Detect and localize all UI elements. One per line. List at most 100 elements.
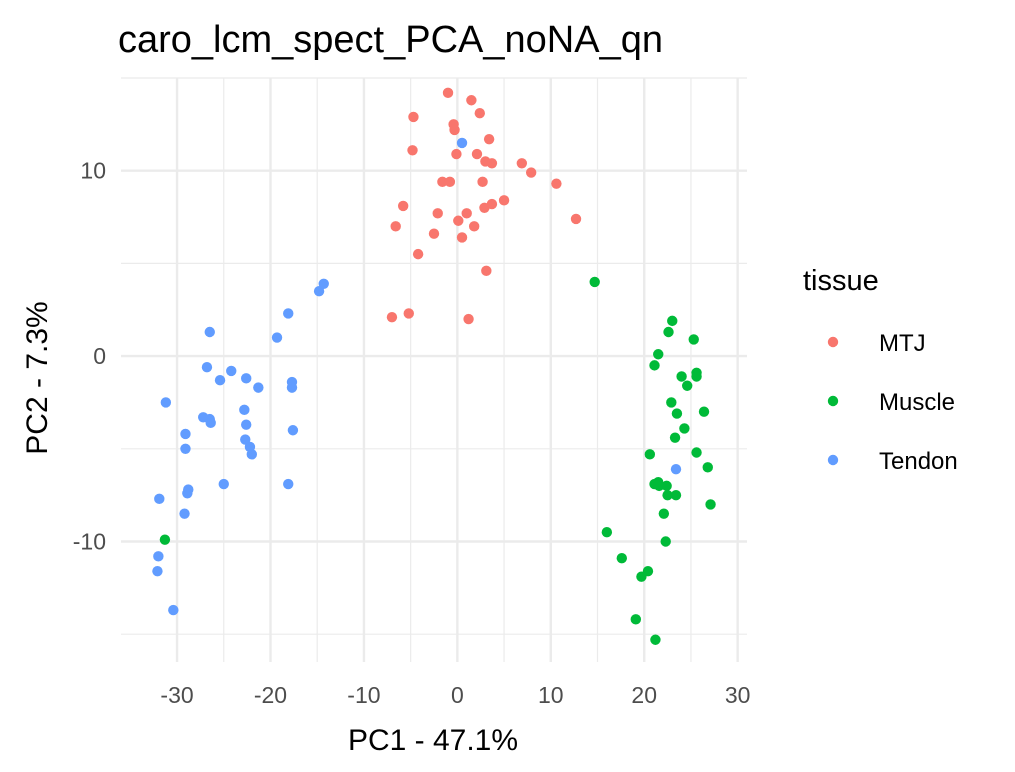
x-tick-label: 0 [451, 682, 464, 708]
point-tendon [239, 404, 250, 416]
point-muscle [670, 489, 682, 501]
point-mtj [483, 133, 495, 145]
point-tendon [286, 382, 298, 393]
point-tendon [201, 362, 213, 373]
point-mtj [444, 176, 456, 188]
legend-label-muscle: Muscle [879, 389, 955, 416]
point-tendon [283, 478, 294, 490]
point-tendon [153, 551, 164, 562]
point-muscle [601, 527, 613, 538]
point-tendon [670, 463, 682, 475]
x-tick-label: -20 [254, 682, 287, 708]
x-tick-label: -10 [347, 682, 380, 708]
point-tendon [179, 508, 190, 519]
legend-key-mtj [827, 336, 839, 348]
legend-key-tendon [827, 454, 839, 466]
point-tendon [218, 478, 229, 490]
point-muscle [705, 499, 716, 510]
point-mtj [451, 148, 462, 160]
point-muscle [653, 476, 664, 488]
point-muscle [159, 534, 171, 545]
point-tendon [226, 365, 237, 377]
legend-label-tendon: Tendon [879, 448, 958, 475]
point-mtj [481, 265, 492, 277]
data-points [152, 87, 716, 645]
x-tick-label: 20 [631, 682, 657, 708]
point-tendon [180, 428, 191, 440]
grid [121, 77, 747, 662]
point-tendon [283, 308, 294, 319]
x-tick-label: 30 [725, 682, 751, 708]
point-mtj [525, 167, 537, 178]
point-muscle [653, 349, 664, 360]
point-mtj [428, 228, 440, 239]
point-muscle [682, 380, 693, 391]
point-mtj [386, 311, 398, 323]
legend-title: tissue [803, 265, 879, 297]
point-tendon [287, 425, 299, 436]
point-muscle [649, 360, 660, 371]
point-tendon [240, 434, 251, 445]
y-axis-title: PC2 - 7.3% [21, 301, 54, 454]
point-muscle [667, 315, 678, 327]
point-muscle [669, 432, 681, 443]
point-muscle [644, 449, 656, 460]
point-tendon [246, 449, 258, 460]
point-mtj [442, 87, 454, 99]
legend: tissue MTJ Muscle Tendon [803, 265, 958, 475]
point-tendon [253, 382, 264, 393]
y-tick-label: 10 [80, 158, 106, 184]
point-muscle [630, 614, 642, 625]
x-axis-ticks: -30 -20 -10 0 10 20 30 [160, 682, 750, 708]
point-mtj [390, 221, 401, 232]
point-muscle [663, 326, 674, 338]
point-tendon [152, 565, 163, 577]
x-tick-label: 10 [538, 682, 564, 708]
point-muscle [679, 423, 690, 434]
point-muscle [660, 536, 671, 547]
x-tick-label: -30 [160, 682, 193, 708]
point-mtj [407, 145, 418, 156]
x-axis-title: PC1 - 47.1% [348, 724, 518, 757]
point-mtj [466, 95, 477, 106]
point-mtj [468, 221, 480, 232]
point-mtj [403, 308, 414, 319]
point-tendon [182, 488, 193, 499]
point-muscle [662, 489, 673, 501]
point-mtj [456, 232, 468, 243]
point-muscle [676, 371, 687, 382]
point-muscle [666, 397, 677, 408]
point-mtj [471, 148, 483, 160]
point-tendon [214, 374, 226, 386]
point-tendon [205, 417, 216, 429]
point-tendon [241, 373, 252, 384]
point-mtj [432, 208, 443, 219]
y-tick-label: 0 [93, 343, 106, 369]
point-muscle [650, 634, 661, 645]
point-mtj [477, 176, 488, 188]
y-tick-label: -10 [73, 528, 106, 554]
point-muscle [661, 480, 672, 492]
point-mtj [474, 108, 485, 119]
point-tendon [168, 604, 179, 616]
point-mtj [408, 111, 419, 123]
point-tendon [180, 443, 191, 454]
point-mtj [498, 195, 510, 206]
point-mtj [412, 248, 424, 260]
point-tendon [456, 137, 468, 149]
point-tendon [313, 286, 325, 297]
point-muscle [702, 462, 713, 473]
point-muscle [616, 552, 627, 564]
point-tendon [154, 493, 165, 505]
point-tendon [241, 419, 252, 430]
point-mtj [551, 178, 562, 189]
legend-label-mtj: MTJ [879, 330, 926, 357]
point-muscle [688, 334, 699, 345]
point-mtj [437, 176, 448, 188]
point-mtj [449, 124, 460, 136]
point-muscle [691, 447, 702, 458]
chart-title: caro_lcm_spect_PCA_noNA_qn [118, 19, 663, 61]
point-tendon [318, 278, 329, 289]
point-mtj [479, 202, 490, 213]
